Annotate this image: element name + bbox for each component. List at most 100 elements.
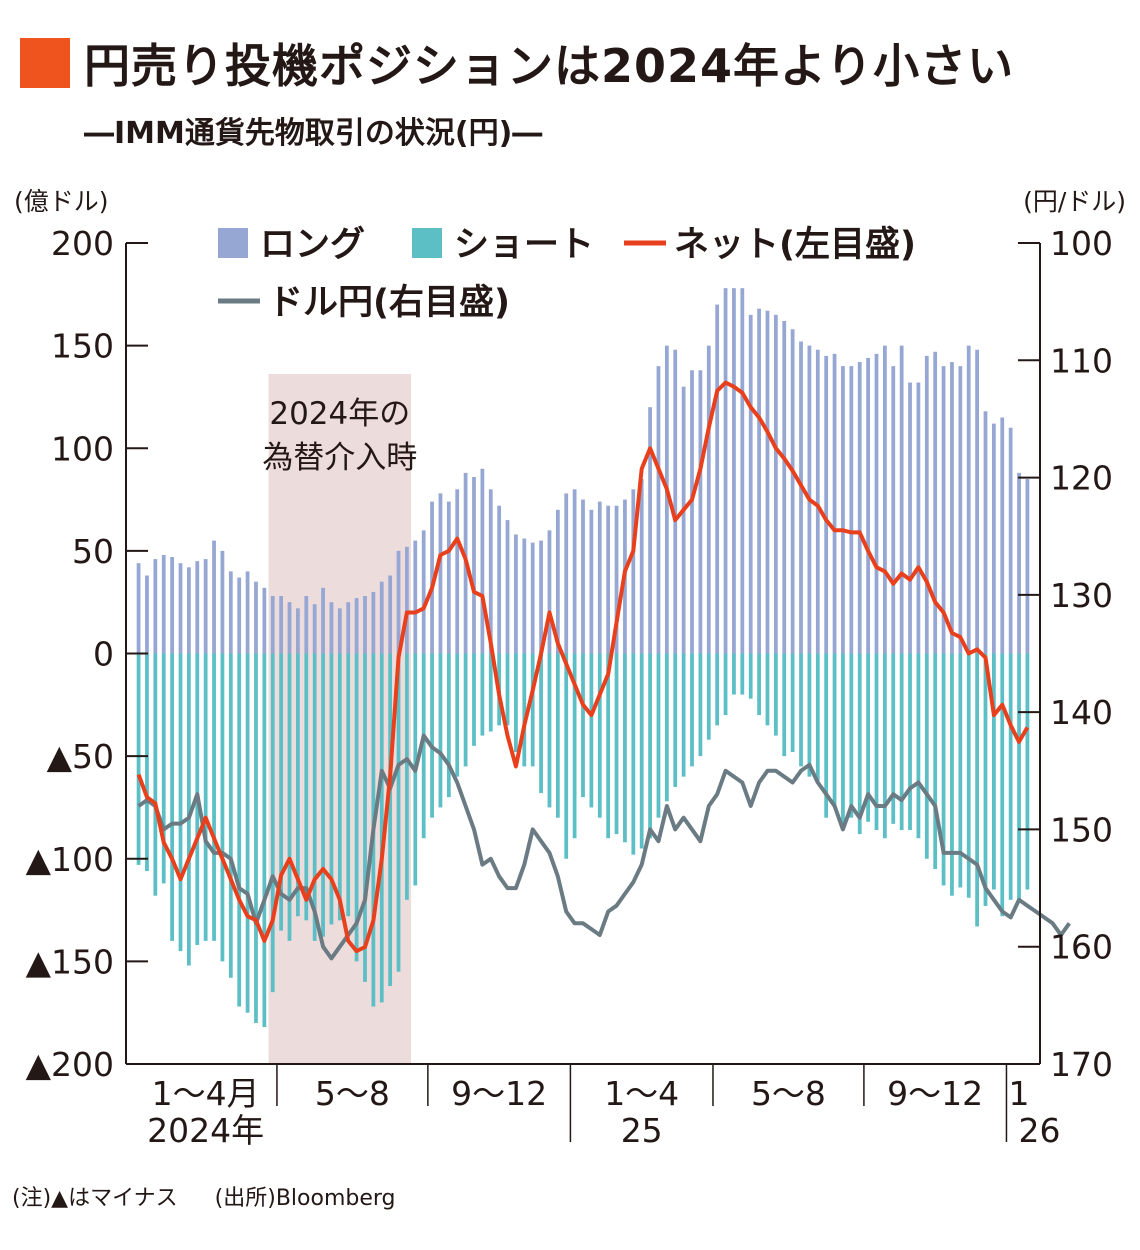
- short-bar-106: [1025, 653, 1030, 890]
- long-bar-32: [405, 546, 409, 654]
- short-bar-15: [262, 653, 267, 1028]
- left-tick-label-3: 50: [72, 532, 114, 571]
- short-bar-44: [505, 653, 510, 726]
- legend-label-2: ネット(左目盛): [674, 225, 916, 265]
- short-bar-10: [220, 653, 225, 962]
- long-bar-25: [346, 602, 351, 654]
- short-bar-79: [799, 653, 803, 767]
- source-text: (出所)Bloomberg: [214, 1186, 396, 1211]
- left-tick-label-7: ▲150: [26, 942, 114, 981]
- short-bar-20: [304, 653, 309, 921]
- short-bar-22: [321, 653, 325, 937]
- long-bar-93: [916, 382, 921, 654]
- short-bar-60: [639, 653, 644, 849]
- short-bar-34: [421, 653, 426, 839]
- short-bar-56: [606, 653, 611, 839]
- long-bar-42: [488, 489, 493, 654]
- chart-subtitle: ―IMM通貨先物取引の状況(円)―: [84, 116, 543, 151]
- long-bar-3: [161, 554, 166, 654]
- long-bar-64: [673, 349, 678, 654]
- long-bar-89: [882, 345, 887, 654]
- long-bar-76: [773, 314, 778, 654]
- short-bar-54: [589, 653, 594, 808]
- short-bar-88: [874, 653, 879, 831]
- short-bar-76: [773, 653, 778, 736]
- long-bar-24: [337, 608, 342, 654]
- short-bar-61: [648, 653, 652, 839]
- short-bar-14: [254, 653, 258, 1023]
- short-bar-40: [472, 653, 476, 746]
- long-bar-96: [941, 366, 946, 654]
- short-bar-36: [438, 653, 443, 808]
- long-bar-33: [413, 540, 418, 654]
- long-bar-27: [363, 596, 367, 654]
- long-bar-85: [849, 366, 854, 654]
- short-bar-81: [815, 653, 820, 781]
- short-bar-100: [975, 653, 979, 927]
- long-bar-11: [228, 571, 233, 654]
- long-bar-52: [572, 489, 577, 654]
- short-bar-50: [555, 653, 560, 818]
- long-bar-38: [455, 489, 460, 654]
- short-bar-9: [212, 653, 216, 941]
- long-bar-84: [841, 366, 845, 654]
- long-bar-99: [966, 345, 971, 654]
- short-bar-57: [614, 653, 619, 835]
- right-tick-label-2: 120: [1050, 459, 1113, 498]
- short-bar-8: [203, 653, 208, 941]
- short-bar-99: [966, 653, 971, 898]
- left-tick-label-6: ▲100: [26, 840, 114, 879]
- long-bar-10: [220, 550, 225, 654]
- note-text: (注)▲はマイナス: [12, 1186, 178, 1211]
- short-bar-65: [681, 653, 686, 777]
- long-bar-47: [530, 542, 535, 654]
- right-tick-label-3: 130: [1050, 576, 1113, 615]
- long-bar-65: [681, 386, 686, 654]
- long-bar-92: [908, 382, 912, 654]
- long-bar-30: [388, 575, 393, 654]
- long-bar-14: [254, 581, 258, 654]
- long-bar-28: [371, 591, 376, 654]
- short-bar-37: [446, 653, 451, 798]
- long-bar-54: [589, 509, 594, 654]
- short-bar-105: [1017, 653, 1021, 902]
- long-bar-73: [748, 314, 753, 654]
- short-bar-77: [782, 653, 787, 757]
- short-bar-51: [564, 653, 569, 859]
- short-bar-69: [715, 653, 720, 726]
- short-bar-1: [145, 653, 149, 872]
- long-bar-71: [732, 288, 736, 654]
- short-bar-31: [396, 653, 401, 972]
- x-period-label-3: 1〜4: [604, 1074, 679, 1113]
- short-bar-83: [832, 653, 837, 808]
- short-bar-46: [522, 653, 527, 767]
- short-bar-3: [161, 653, 166, 884]
- long-bar-82: [824, 355, 829, 654]
- long-bar-46: [522, 538, 527, 654]
- long-bar-103: [1000, 417, 1005, 654]
- long-bar-60: [639, 479, 644, 654]
- long-bar-9: [212, 540, 216, 654]
- short-bar-59: [631, 653, 636, 855]
- long-bar-43: [497, 505, 502, 654]
- long-bar-18: [287, 602, 292, 654]
- short-bar-75: [765, 653, 770, 726]
- x-period-label-4: 5〜8: [751, 1074, 826, 1113]
- long-bar-100: [975, 349, 979, 654]
- long-bar-16: [270, 596, 275, 654]
- short-bar-38: [455, 653, 460, 777]
- legend-label-0: ロング: [260, 225, 365, 265]
- left-tick-label-8: ▲200: [26, 1045, 114, 1084]
- long-bar-79: [799, 341, 803, 654]
- short-bar-26: [354, 653, 359, 962]
- short-bar-45: [514, 653, 518, 753]
- short-bar-85: [849, 653, 854, 818]
- short-bar-25: [346, 653, 351, 917]
- short-bar-11: [228, 653, 233, 978]
- short-bar-24: [337, 653, 342, 921]
- short-bar-74: [757, 653, 761, 716]
- long-bar-41: [480, 468, 485, 654]
- short-bar-84: [841, 653, 845, 828]
- long-bar-6: [187, 567, 191, 654]
